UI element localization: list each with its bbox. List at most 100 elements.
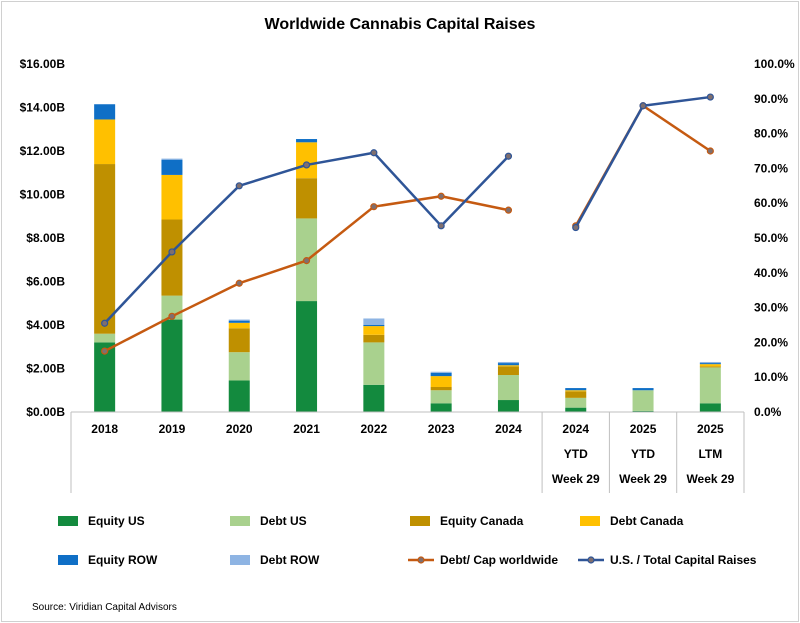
bar-segment [632, 388, 654, 391]
y-right-tick-label: 50.0% [754, 231, 788, 245]
source-note: Source: Viridian Capital Advisors [32, 602, 177, 613]
x-tick-label: 2023 [428, 422, 455, 436]
y-right-tick-label: 20.0% [754, 335, 788, 349]
legend-label: Debt Canada [610, 514, 684, 528]
bar-segment [699, 363, 721, 365]
bar-segment [699, 403, 721, 412]
bar-segment [296, 178, 318, 219]
line-point [437, 222, 445, 230]
bar-segment [430, 390, 452, 404]
y-left-tick-label: $6.00B [26, 275, 65, 289]
bar-segment [565, 390, 587, 392]
bar-segment [296, 139, 318, 143]
bar-segment [296, 301, 318, 412]
y-right-tick-label: 0.0% [754, 405, 782, 419]
y-left-tick-label: $0.00B [26, 405, 65, 419]
bar-segment [94, 104, 116, 120]
bar-segment [497, 361, 519, 364]
legend-label: Equity ROW [88, 553, 158, 567]
bar-segment [228, 319, 250, 321]
line-point [504, 152, 513, 160]
line-point [572, 223, 580, 232]
bar-segment [363, 342, 385, 385]
bar-segment [430, 372, 452, 377]
bar-segment [228, 322, 250, 329]
bar-segment [94, 164, 116, 334]
bar-segment [161, 159, 183, 175]
bar-segment [699, 366, 721, 368]
x-tick-label: YTD [631, 447, 655, 461]
y-right-tick-label: 30.0% [754, 301, 788, 315]
bar-segment [430, 376, 452, 387]
y-right-tick-label: 10.0% [754, 370, 788, 384]
legend-swatch [410, 516, 430, 526]
series-line [574, 95, 711, 229]
bar-segment [161, 174, 183, 220]
y-left-tick-label: $12.00B [20, 144, 66, 158]
bar-segment [228, 320, 250, 323]
bar-segment [161, 219, 183, 296]
legend-swatch [230, 516, 250, 526]
bar-segment [228, 380, 250, 412]
bar-segment [430, 386, 452, 391]
x-tick-label: 2024 [495, 422, 522, 436]
bar-segment [497, 400, 519, 412]
bar-segment [94, 119, 116, 165]
y-left-tick-label: $16.00B [20, 57, 66, 71]
x-tick-label: 2020 [226, 422, 253, 436]
bar-segment [632, 410, 654, 412]
bar-segment [430, 371, 452, 373]
bar-segment [565, 397, 587, 408]
bar-segment [94, 333, 116, 343]
y-right-tick-label: 80.0% [754, 127, 788, 141]
line-point [370, 149, 378, 157]
y-right-tick-label: 40.0% [754, 266, 788, 280]
bar-segment [565, 391, 587, 398]
bar-segment [228, 328, 250, 353]
chart-title: Worldwide Cannabis Capital Raises [264, 16, 536, 33]
line-point [168, 248, 176, 256]
line-point [168, 312, 176, 320]
legend-marker [417, 556, 425, 564]
bar-segment [363, 325, 385, 327]
bar-segment [497, 363, 519, 366]
bar-segment [699, 361, 721, 364]
bar-segment [94, 342, 116, 412]
legend-label: Debt/ Cap worldwide [440, 553, 558, 567]
y-left-tick-label: $14.00B [20, 101, 66, 115]
legend-swatch [58, 555, 78, 565]
line-point [706, 93, 714, 101]
line-point [706, 147, 714, 155]
bar-segment [228, 352, 250, 381]
line-point [302, 161, 311, 169]
y-right-tick-label: 60.0% [754, 196, 788, 210]
y-left-tick-label: $4.00B [26, 318, 65, 332]
line-point [639, 102, 647, 110]
y-left-tick-label: $10.00B [20, 188, 66, 202]
legend-label: U.S. / Total Capital Raises [610, 553, 757, 567]
bar-segment [497, 366, 519, 376]
bar-segment [430, 403, 452, 412]
legend-swatch [230, 555, 250, 565]
line-point [437, 192, 445, 200]
legend-swatch [580, 516, 600, 526]
x-tick-label: 2021 [293, 422, 320, 436]
y-right-tick-label: 100.0% [754, 57, 795, 71]
x-tick-label: Week 29 [686, 472, 734, 486]
line-point [101, 347, 109, 355]
y-right-tick-label: 90.0% [754, 92, 788, 106]
bar-segment [363, 384, 385, 412]
x-tick-label: LTM [698, 447, 722, 461]
legend-label: Debt ROW [260, 553, 320, 567]
bar-segment [296, 142, 318, 179]
x-tick-label: Week 29 [552, 472, 600, 486]
x-tick-label: 2025 [630, 422, 657, 436]
line-point [235, 182, 243, 190]
x-tick-label: 2025 [697, 422, 724, 436]
bar-segment [699, 367, 721, 404]
x-tick-label: 2018 [91, 422, 118, 436]
x-tick-label: 2022 [360, 422, 387, 436]
bar-segment [565, 407, 587, 412]
